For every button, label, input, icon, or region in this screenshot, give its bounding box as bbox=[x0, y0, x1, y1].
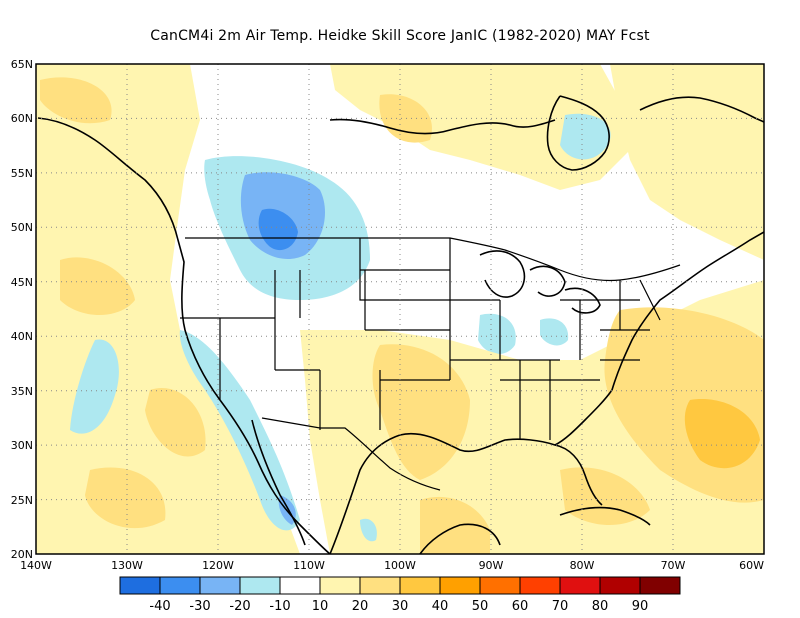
lat-label: 50N bbox=[11, 221, 33, 234]
coastline-baja bbox=[251, 419, 306, 546]
lat-axis: 65N 60N 55N 50N 45N 40N 35N 30N 25N 20N bbox=[11, 58, 33, 561]
field-mexico-orange bbox=[420, 496, 490, 554]
field-hudson-blue bbox=[560, 113, 611, 160]
lat-label: 20N bbox=[11, 548, 33, 561]
colorbar-swatch bbox=[319, 576, 361, 595]
colorbar-swatch bbox=[359, 576, 401, 595]
colorbar-label: 70 bbox=[552, 599, 569, 614]
colorbar-label: 50 bbox=[472, 599, 489, 614]
field-canada-orange bbox=[379, 94, 432, 143]
lon-label: 100W bbox=[384, 559, 416, 572]
coastline-arctic bbox=[329, 118, 556, 135]
lon-label: 110W bbox=[293, 559, 325, 572]
coastline-labrador bbox=[639, 96, 764, 123]
colorbar-label: -40 bbox=[149, 599, 170, 614]
field-ohio-blue bbox=[478, 313, 516, 355]
colorbar-swatch bbox=[559, 576, 601, 595]
field-greatlakes-blue bbox=[540, 318, 569, 346]
lat-label: 25N bbox=[11, 494, 33, 507]
colorbar-label: -10 bbox=[269, 599, 290, 614]
lat-label: 40N bbox=[11, 330, 33, 343]
field-canada-yellow bbox=[330, 64, 640, 190]
coastline-gulf bbox=[329, 432, 603, 554]
field-south-blue bbox=[360, 518, 377, 542]
borders bbox=[180, 237, 681, 491]
lon-label: 120W bbox=[202, 559, 234, 572]
colorbar-label: 60 bbox=[512, 599, 529, 614]
field-caribbean-orange bbox=[560, 467, 650, 525]
colorbar-swatch bbox=[199, 576, 241, 595]
colorbar-swatch bbox=[239, 576, 281, 595]
colorbar-swatch bbox=[399, 576, 441, 595]
lon-axis: 140W 130W 120W 110W 100W 90W 80W 70W 60W bbox=[20, 559, 764, 572]
lon-label: 80W bbox=[570, 559, 595, 572]
border-us-canada bbox=[185, 237, 681, 282]
map-frame bbox=[35, 63, 765, 555]
border-us-mexico bbox=[261, 417, 441, 491]
lon-label: 130W bbox=[111, 559, 143, 572]
lat-label: 60N bbox=[11, 112, 33, 125]
colorbar-label: 90 bbox=[632, 599, 649, 614]
colorbar-label: -30 bbox=[189, 599, 210, 614]
field-texas-orange bbox=[372, 344, 470, 480]
colorbar-label: 30 bbox=[392, 599, 409, 614]
graticule bbox=[36, 64, 764, 554]
colorbar-label: 40 bbox=[432, 599, 449, 614]
lon-label: 60W bbox=[739, 559, 764, 572]
colorbar-swatch bbox=[279, 576, 321, 595]
coastlines bbox=[37, 95, 764, 554]
field-atlantic-orange-strong bbox=[684, 399, 760, 469]
map-title: CanCM4i 2m Air Temp. Heidke Skill Score … bbox=[150, 28, 650, 44]
lat-label: 65N bbox=[11, 58, 33, 71]
coastline-florida bbox=[554, 389, 613, 446]
field-rockies-blue-deep bbox=[258, 208, 298, 251]
lat-label: 45N bbox=[11, 276, 33, 289]
coastline-pacific bbox=[37, 117, 331, 554]
lon-label: 90W bbox=[479, 559, 504, 572]
colorbar: -40 -30 -20 -10 10 20 30 40 50 60 70 80 90 bbox=[119, 576, 681, 614]
field-pacific-orange-1 bbox=[60, 257, 135, 315]
colorbar-swatch bbox=[479, 576, 521, 595]
coastline-hudson bbox=[546, 95, 610, 171]
coastline-cuba bbox=[559, 506, 651, 526]
field-ne-yellow bbox=[610, 64, 764, 260]
state-lines-central bbox=[359, 238, 600, 440]
state-lines-east bbox=[560, 279, 661, 361]
field-northeast-orange bbox=[670, 326, 730, 366]
coastline-yucatan bbox=[419, 523, 501, 554]
colorbar-swatch bbox=[639, 576, 681, 595]
lat-label: 30N bbox=[11, 439, 33, 452]
field-pacific-orange-3 bbox=[145, 388, 206, 457]
colorbar-swatch bbox=[599, 576, 641, 595]
lat-label: 55N bbox=[11, 167, 33, 180]
lon-label: 140W bbox=[20, 559, 52, 572]
colorbar-swatch bbox=[159, 576, 201, 595]
field-pacific-orange-2 bbox=[40, 77, 112, 124]
coastline-atlantic bbox=[611, 231, 764, 391]
colorbar-label: 10 bbox=[312, 599, 329, 614]
field-pacific-blue-1 bbox=[70, 339, 119, 434]
colorbar-swatch bbox=[519, 576, 561, 595]
lat-label: 35N bbox=[11, 385, 33, 398]
field-pacific-orange-4 bbox=[85, 467, 166, 529]
colorbar-label: -20 bbox=[229, 599, 250, 614]
lon-label: 70W bbox=[661, 559, 686, 572]
colorbar-label: 20 bbox=[352, 599, 369, 614]
colorbar-swatch bbox=[439, 576, 481, 595]
colorbar-swatch bbox=[119, 576, 161, 595]
colorbar-label: 80 bbox=[592, 599, 609, 614]
